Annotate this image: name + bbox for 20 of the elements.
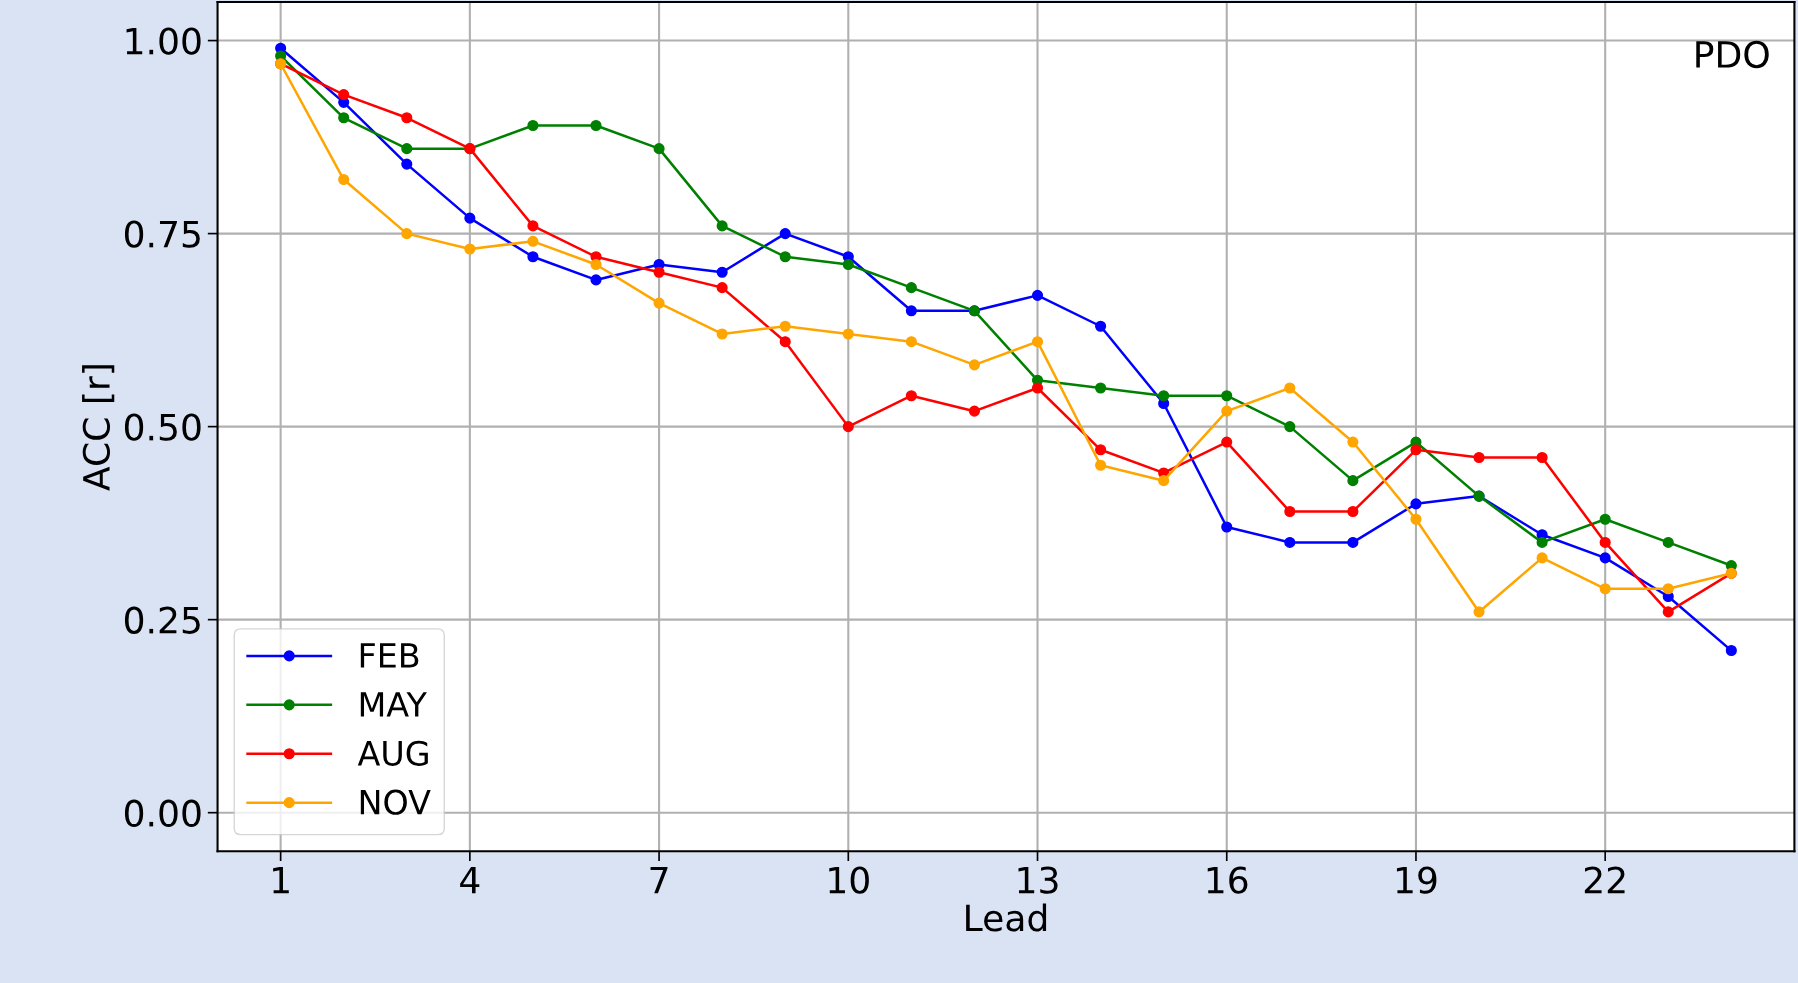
legend-label: AUG — [357, 740, 428, 766]
annotation: PDO — [1696, 40, 1769, 69]
legend-label: NOV — [360, 789, 431, 815]
y-tick-label: 0.25 — [124, 606, 200, 634]
x-tick-label: 22 — [1584, 866, 1625, 894]
x-axis-title: Lead — [966, 903, 1047, 932]
x-tick-label: 4 — [460, 866, 480, 894]
y-tick-label: 0.75 — [124, 220, 200, 248]
x-tick-label: 7 — [650, 866, 668, 894]
x-tick-label: 16 — [1207, 866, 1248, 894]
legend-label: MAY — [360, 692, 427, 717]
y-axis-title: ACC [r] — [82, 365, 115, 491]
x-tick-label: 1 — [273, 866, 289, 894]
y-tick-label: 1.00 — [126, 27, 201, 55]
x-tick-label: 10 — [829, 866, 869, 894]
x-tick-label: 19 — [1396, 866, 1437, 894]
y-tick-label: 0.50 — [124, 413, 201, 441]
y-tick-label: 0.00 — [124, 799, 201, 827]
x-tick-label: 13 — [1018, 866, 1058, 894]
legend-label: FEB — [360, 643, 419, 668]
